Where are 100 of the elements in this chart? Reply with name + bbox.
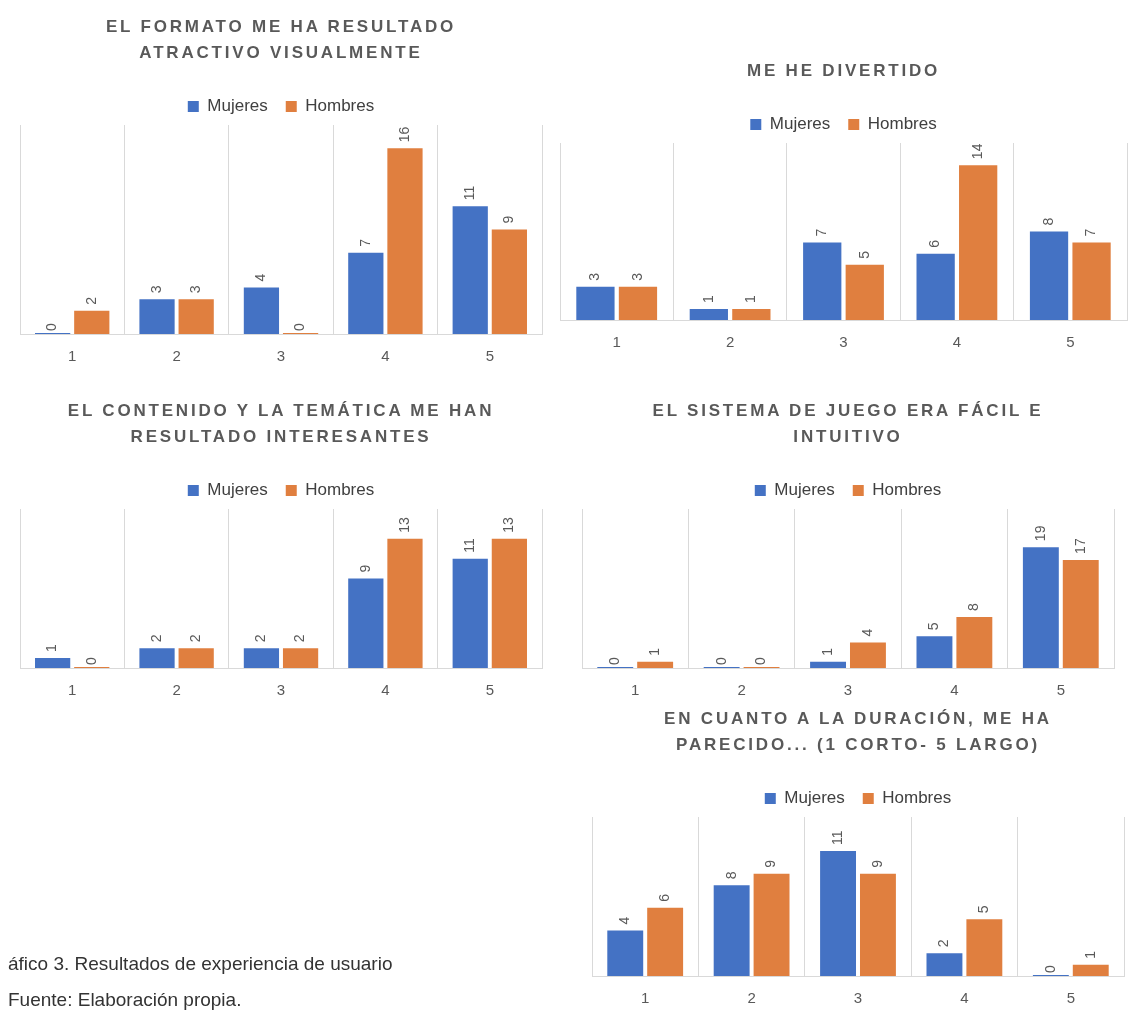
data-label: 8	[1039, 217, 1056, 226]
data-label: 9	[500, 215, 517, 224]
bar	[576, 286, 615, 320]
bar	[139, 299, 175, 334]
text: áfico 3. Resultados de experiencia de usuario	[8, 952, 394, 976]
legend-label: Mujeres	[784, 788, 845, 808]
bar	[689, 308, 728, 320]
data-label: 0	[82, 657, 99, 665]
data-label: 0	[606, 657, 623, 665]
data-label: 2	[82, 296, 99, 305]
source-note: Fuente: Elaboración propia.	[8, 988, 243, 1012]
x-tick-label: 3	[276, 347, 286, 365]
bar	[956, 617, 993, 668]
bar	[860, 873, 896, 976]
bar	[820, 851, 857, 976]
bar	[916, 636, 953, 668]
legend-label: Mujeres	[769, 114, 831, 134]
bar	[966, 919, 1003, 976]
x-tick-label: 1	[641, 989, 650, 1007]
chart-title: ME HE DIVERTIDO	[745, 60, 942, 82]
x-tick-label: 4	[381, 347, 390, 365]
data-label: 0	[752, 657, 769, 665]
data-label: 0	[43, 323, 60, 331]
data-label: 3	[628, 272, 645, 281]
x-tick-label: 4	[960, 989, 969, 1007]
bar	[732, 308, 771, 320]
data-label: 13	[395, 517, 412, 533]
x-tick-label: 4	[950, 681, 959, 699]
x-tick-label: 5	[485, 681, 494, 699]
bar	[618, 286, 658, 320]
bar	[959, 165, 998, 320]
data-label: 9	[868, 859, 885, 868]
legend-label: Mujeres	[774, 480, 835, 500]
bar	[845, 264, 884, 320]
data-label: 3	[147, 285, 164, 294]
data-label: 3	[187, 285, 204, 294]
x-tick-label: 2	[737, 681, 746, 699]
data-label: 11	[461, 537, 478, 553]
x-tick-label: 1	[68, 681, 77, 699]
data-label: 0	[712, 657, 729, 665]
bar	[74, 310, 110, 334]
x-tick-label: 4	[381, 681, 390, 699]
legend-label: Mujeres	[207, 96, 268, 116]
bar	[803, 242, 842, 320]
bar	[916, 253, 955, 320]
legend-label: Hombres	[872, 480, 942, 500]
bar	[139, 648, 175, 668]
bar	[452, 206, 488, 334]
x-tick-label: 3	[839, 333, 848, 351]
data-label: 6	[656, 893, 673, 902]
bar	[637, 661, 674, 668]
bar	[850, 642, 886, 668]
chart-title: EL SISTEMA DE JUEGO ERA FÁCIL E INTUITIVO	[651, 400, 1045, 448]
data-label: 1	[1081, 950, 1098, 959]
data-label: 1	[742, 294, 759, 303]
x-tick-label: 5	[1066, 989, 1075, 1007]
data-label: 1	[699, 294, 716, 303]
x-tick-label: 2	[747, 989, 756, 1007]
data-label: 0	[291, 323, 308, 331]
data-label: 8	[965, 603, 982, 612]
bar	[243, 648, 280, 668]
x-tick-label: 3	[843, 681, 853, 699]
bar	[810, 661, 847, 668]
bar	[1072, 242, 1111, 320]
data-label: 9	[356, 564, 373, 573]
x-tick-label: 5	[485, 347, 494, 365]
data-label: 2	[935, 939, 952, 948]
bar	[282, 648, 319, 668]
x-tick-label: 3	[276, 681, 286, 699]
bar	[348, 578, 384, 668]
x-tick-label: 2	[725, 333, 735, 351]
chart-title: EN CUANTO A LA DURACIÓN, ME HA PARECIDO... (1 CORTO- 5 LARGO)	[663, 708, 1053, 756]
x-tick-label: 5	[1066, 333, 1075, 351]
data-label: 1	[43, 644, 60, 653]
data-label: 2	[147, 634, 164, 643]
data-label: 17	[1071, 538, 1088, 554]
data-label: 14	[969, 143, 986, 160]
x-tick-label: 2	[172, 681, 181, 699]
legend-label: Hombres	[882, 788, 952, 808]
chart-title: EL FORMATO ME HA RESULTADO ATRACTIVO VISUALMENTE	[104, 16, 458, 64]
bar	[1062, 559, 1099, 668]
data-label: 2	[252, 634, 269, 643]
data-label: 7	[1082, 228, 1099, 237]
x-tick-label: 2	[172, 347, 181, 365]
data-label: 3	[586, 272, 603, 281]
bar	[1029, 231, 1069, 320]
x-tick-label: 3	[853, 989, 863, 1007]
bar	[178, 299, 214, 334]
bar	[1022, 547, 1059, 668]
bar	[491, 229, 527, 334]
data-label: 5	[855, 250, 872, 259]
data-label: 19	[1031, 525, 1048, 542]
data-label: 7	[813, 228, 830, 237]
bar	[491, 538, 527, 668]
bar	[452, 558, 488, 668]
legend-label: Mujeres	[207, 480, 268, 500]
data-label: 4	[858, 628, 875, 637]
bar	[178, 648, 214, 668]
data-label: 7	[356, 238, 373, 247]
data-label: 1	[818, 647, 835, 656]
